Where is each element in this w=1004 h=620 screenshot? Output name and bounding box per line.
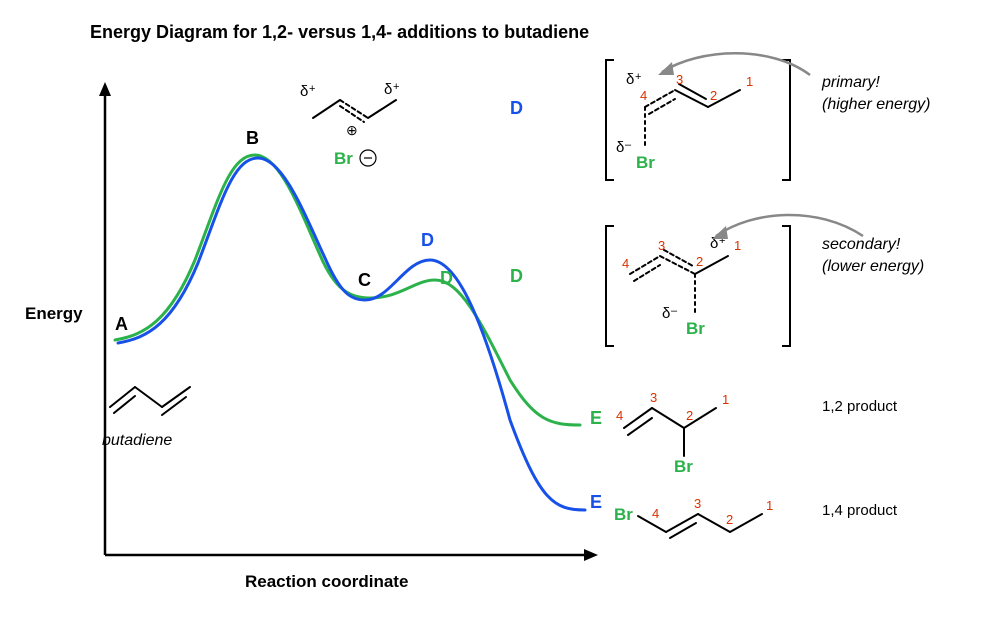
D-blue-marker-top: D [510,98,523,119]
product-12-structure: 4 3 2 1 Br [612,378,812,478]
svg-text:Br: Br [636,153,655,172]
svg-text:Br: Br [614,505,633,524]
svg-text:δ: δ [662,305,670,322]
svg-text:–: – [625,139,632,151]
svg-text:Br: Br [674,457,693,476]
secondary-subtitle: (lower energy) [822,258,924,276]
butadiene-label: butadiene [102,432,172,450]
svg-text:+: + [309,83,315,95]
point-D-blue: D [421,230,434,251]
D-green-marker-mid: D [510,266,523,287]
secondary-title: secondary! [822,236,900,254]
svg-text:2: 2 [726,512,733,527]
svg-text:δ: δ [616,139,624,156]
svg-text:3: 3 [650,390,657,405]
butadiene-structure [100,362,220,442]
svg-text:–: – [671,305,678,317]
svg-text:3: 3 [694,496,701,511]
svg-text:Br: Br [686,319,705,338]
svg-text:4: 4 [622,256,629,271]
point-B: B [246,128,259,149]
product-12-label: 1,2 product [822,398,897,415]
svg-text:4: 4 [616,408,623,423]
primary-subtitle: (higher energy) [822,96,931,114]
svg-text:δ: δ [300,83,308,100]
point-A: A [115,314,128,335]
point-E-green: E [590,408,602,429]
svg-text:4: 4 [652,506,659,521]
product-14-label: 1,4 product [822,502,897,519]
point-C: C [358,270,371,291]
svg-text:δ: δ [384,81,392,98]
point-E-blue: E [590,492,602,513]
svg-text:1: 1 [766,498,773,513]
arrow-primary [640,40,840,120]
svg-text:+: + [393,81,399,93]
svg-text:2: 2 [686,408,693,423]
svg-text:Br: Br [334,149,353,168]
intermediate-structure: δ+ δ+ ⊕ Br [288,78,458,188]
point-D-green-on-curve: D [440,268,453,289]
svg-text:δ: δ [626,71,634,88]
svg-text:3: 3 [658,238,665,253]
svg-text:⊕: ⊕ [346,122,358,138]
primary-title: primary! [822,74,880,92]
product-14-structure: Br 4 3 2 1 [610,486,830,556]
svg-text:1: 1 [722,392,729,407]
